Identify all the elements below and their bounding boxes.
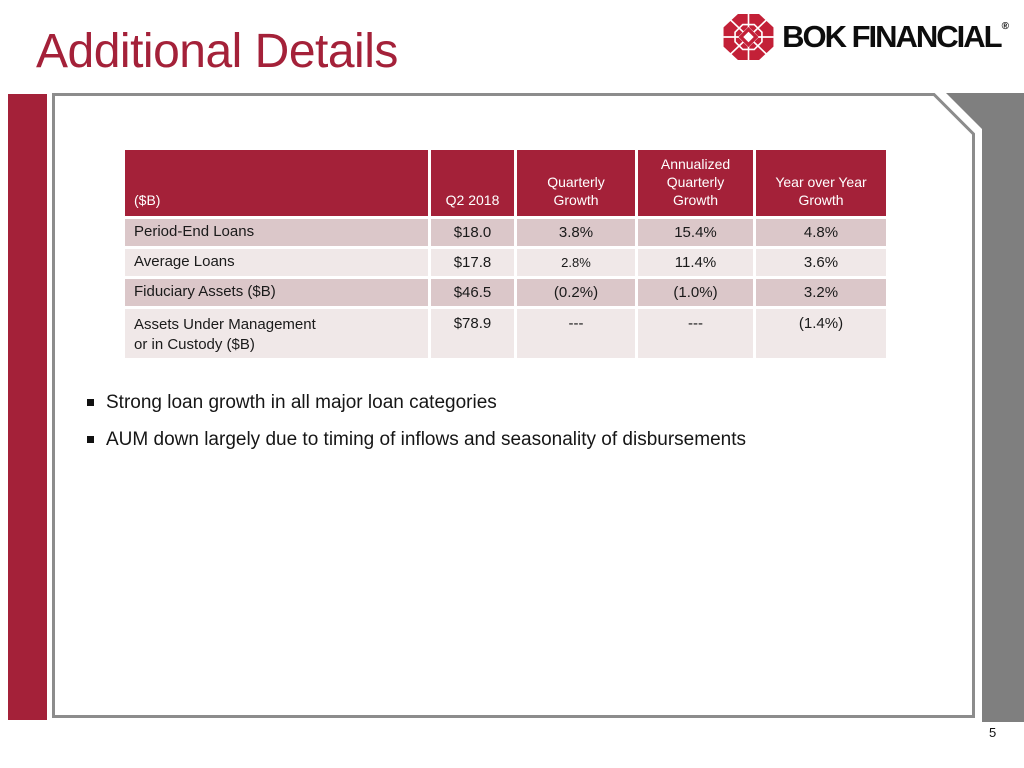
header-cell-unit: ($B) bbox=[122, 147, 431, 219]
square-bullet-icon bbox=[87, 399, 94, 406]
cell-value: $18.0 bbox=[428, 215, 517, 249]
bullet-list: Strong loan growth in all major loan cat… bbox=[87, 392, 917, 466]
row-label: Period-End Loans bbox=[122, 215, 431, 249]
header-cell-yoy-growth: Year over Year Growth bbox=[753, 147, 889, 219]
cell-value: 4.8% bbox=[753, 215, 889, 249]
row-label: Fiduciary Assets ($B) bbox=[122, 275, 431, 309]
page-number: 5 bbox=[989, 725, 997, 740]
cell-value: 3.6% bbox=[753, 245, 889, 279]
cell-value: 11.4% bbox=[635, 245, 756, 279]
cell-value: (1.4%) bbox=[753, 305, 889, 362]
cell-value: 3.8% bbox=[514, 215, 638, 249]
slide-title: Additional Details bbox=[36, 25, 398, 78]
header-cell-q2-2018: Q2 2018 bbox=[428, 147, 517, 219]
cell-value: $46.5 bbox=[428, 275, 517, 309]
bullet-item: AUM down largely due to timing of inflow… bbox=[87, 429, 917, 451]
bullet-text: AUM down largely due to timing of inflow… bbox=[106, 429, 746, 450]
bok-octagon-icon bbox=[723, 13, 774, 61]
cell-value: --- bbox=[635, 305, 756, 362]
cell-value: --- bbox=[514, 305, 638, 362]
cell-value: 2.8% bbox=[514, 245, 638, 279]
bullet-text: Strong loan growth in all major loan cat… bbox=[106, 392, 497, 413]
cell-value: (1.0%) bbox=[635, 275, 756, 309]
left-accent-bar bbox=[8, 94, 47, 720]
table-row-aum: Assets Under Management or in Custody ($… bbox=[122, 305, 889, 362]
square-bullet-icon bbox=[87, 436, 94, 443]
cell-value: 3.2% bbox=[753, 275, 889, 309]
header-cell-annualized-quarterly-growth: Annualized Quarterly Growth bbox=[635, 147, 756, 219]
table-header-row: ($B) Q2 2018 Quarterly Growth Annualized… bbox=[122, 147, 889, 219]
table-row-fiduciary-assets: Fiduciary Assets ($B) $46.5 (0.2%) (1.0%… bbox=[122, 275, 889, 309]
header-cell-quarterly-growth: Quarterly Growth bbox=[514, 147, 638, 219]
table-row-period-end-loans: Period-End Loans $18.0 3.8% 15.4% 4.8% bbox=[122, 215, 889, 249]
details-table: ($B) Q2 2018 Quarterly Growth Annualized… bbox=[122, 147, 889, 362]
row-label: Assets Under Management or in Custody ($… bbox=[122, 305, 431, 362]
brand-logo: BOK FINANCIAL® bbox=[722, 13, 1009, 61]
cell-value: 15.4% bbox=[635, 215, 756, 249]
cell-value: $78.9 bbox=[428, 305, 517, 362]
right-gray-band bbox=[946, 93, 1024, 722]
bullet-item: Strong loan growth in all major loan cat… bbox=[87, 392, 917, 414]
cell-value: (0.2%) bbox=[514, 275, 638, 309]
brand-name: BOK FINANCIAL® bbox=[782, 19, 1009, 54]
table-row-average-loans: Average Loans $17.8 2.8% 11.4% 3.6% bbox=[122, 245, 889, 279]
registered-mark: ® bbox=[1001, 21, 1009, 32]
cell-value: $17.8 bbox=[428, 245, 517, 279]
row-label: Average Loans bbox=[122, 245, 431, 279]
